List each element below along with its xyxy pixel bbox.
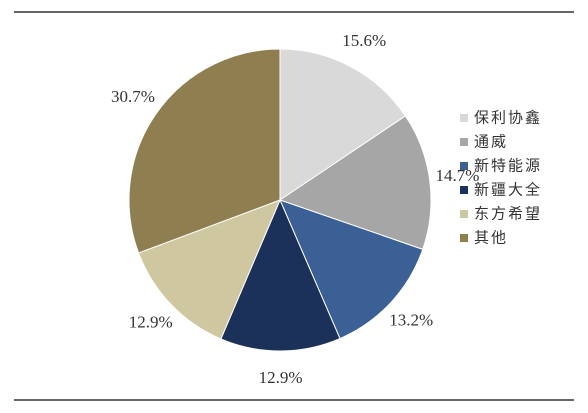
data-label: 15.6% xyxy=(342,31,386,50)
legend-swatch xyxy=(460,162,468,170)
legend-swatch xyxy=(460,138,468,146)
legend-label: 东方希望 xyxy=(474,205,542,223)
pie-slice xyxy=(278,115,432,250)
data-label: 30.7% xyxy=(111,87,155,106)
legend-label: 其他 xyxy=(474,229,508,247)
legend-label: 新特能源 xyxy=(474,157,542,175)
data-label: 12.9% xyxy=(259,368,303,387)
legend-swatch xyxy=(460,186,468,194)
pie-slice xyxy=(279,199,424,340)
pie-slice xyxy=(137,199,281,340)
data-label: 14.7% xyxy=(436,166,480,185)
legend-label: 通威 xyxy=(474,133,508,151)
legend-swatch xyxy=(460,114,468,122)
legend-swatch xyxy=(460,210,468,218)
legend-swatch xyxy=(460,234,468,242)
pie-slice xyxy=(279,48,407,201)
pie-slice xyxy=(128,48,281,254)
data-label: 12.9% xyxy=(129,313,173,332)
legend-label: 新疆大全 xyxy=(474,181,542,199)
pie-slice xyxy=(220,198,341,352)
data-label: 13.2% xyxy=(389,311,433,330)
legend-label: 保利协鑫 xyxy=(474,109,542,127)
